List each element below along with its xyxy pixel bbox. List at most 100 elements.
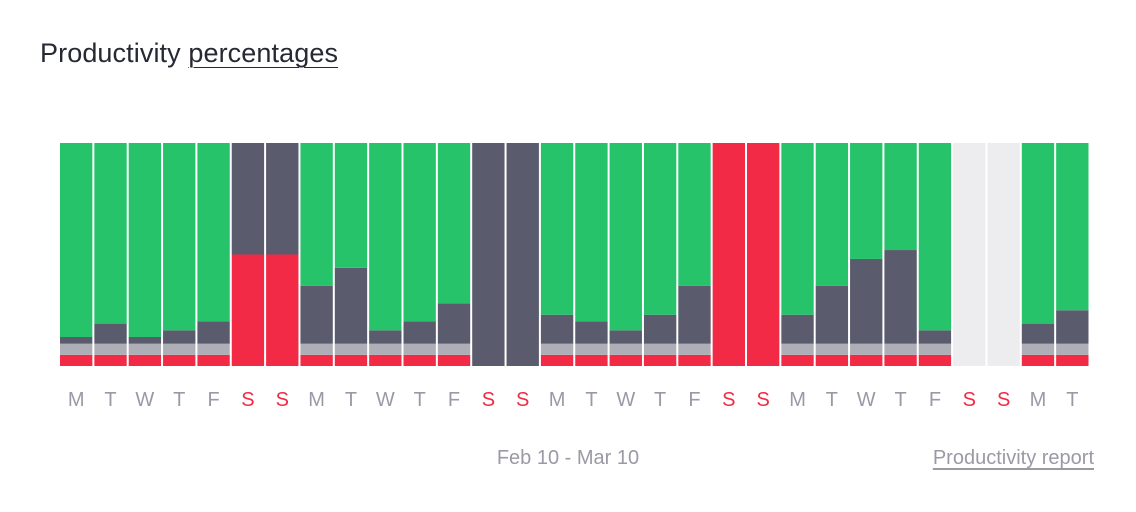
- bar-segment-unproductive: [712, 143, 745, 366]
- bar-segment-light-neutral: [334, 343, 368, 355]
- bar-segment-neutral: [850, 258, 883, 344]
- title-percentages-link[interactable]: percentages: [188, 38, 339, 68]
- day-tick-label: T: [585, 389, 597, 411]
- bar-segment-unproductive: [540, 354, 574, 366]
- bar-segment-productive: [300, 143, 333, 286]
- bar-segment-unproductive: [884, 354, 917, 366]
- bar-segment-unproductive: [128, 354, 162, 366]
- bar-segment-productive: [128, 143, 162, 338]
- bar-segment-light-neutral: [575, 343, 608, 355]
- day-tick-label: F: [929, 389, 941, 411]
- bar-segment-productive: [609, 143, 642, 331]
- day-tick-label: S: [963, 389, 976, 411]
- bar-segment-neutral: [506, 143, 539, 366]
- bar-segment-unproductive: [815, 354, 849, 366]
- bar-segment-unproductive: [403, 354, 436, 366]
- bar-segment-neutral: [1021, 323, 1055, 344]
- bar-segment-productive: [369, 143, 402, 331]
- title-prefix: Productivity: [40, 38, 181, 68]
- productivity-report-link[interactable]: Productivity report: [932, 447, 1094, 469]
- day-tick-label: M: [308, 389, 325, 411]
- bar-segment-productive: [884, 143, 917, 251]
- bar-segment-neutral: [128, 337, 162, 344]
- bar-segment-unproductive: [60, 354, 93, 366]
- day-tick-label: W: [135, 389, 154, 411]
- day-tick-label: T: [414, 389, 426, 411]
- bar-segment-productive: [437, 143, 471, 304]
- bar-segment-neutral: [334, 267, 368, 344]
- bar-segment-neutral: [884, 250, 917, 344]
- day-tick-label: F: [448, 389, 460, 411]
- bar-segment-unproductive: [781, 354, 814, 366]
- bar-segment-light-neutral: [643, 343, 677, 355]
- date-range: Feb 10 - Mar 10: [496, 447, 640, 469]
- bar-segment-productive: [815, 143, 849, 286]
- bar-segment-productive: [334, 143, 368, 268]
- bar-segment-unproductive: [1056, 354, 1089, 366]
- bar-segment-unproductive: [197, 354, 230, 366]
- chart-title: Productivity percentages: [40, 38, 338, 69]
- day-tick-label: T: [654, 389, 666, 411]
- day-tick-label: M: [1030, 389, 1047, 411]
- bar-segment-unproductive: [231, 254, 265, 366]
- day-tick-label: W: [616, 389, 635, 411]
- bar-segment-productive: [575, 143, 608, 322]
- bar-segment-light-neutral: [60, 343, 93, 355]
- bar-segment-productive: [918, 143, 952, 331]
- bar-segment-unproductive: [609, 354, 642, 366]
- bar-no-data: [953, 143, 986, 366]
- day-tick-label: S: [276, 389, 289, 411]
- bar-segment-light-neutral: [403, 343, 436, 355]
- bar-segment-light-neutral: [781, 343, 814, 355]
- bar-segment-neutral: [540, 314, 574, 344]
- bar-segment-productive: [60, 143, 93, 338]
- bar-segment-light-neutral: [678, 343, 711, 355]
- bar-segment-productive: [197, 143, 230, 322]
- day-tick-label: S: [722, 389, 735, 411]
- day-tick-label: S: [241, 389, 254, 411]
- bar-segment-productive: [678, 143, 711, 286]
- day-tick-label: S: [516, 389, 529, 411]
- bar-segment-light-neutral: [197, 343, 230, 355]
- day-tick-label: S: [482, 389, 495, 411]
- bar-segment-unproductive: [163, 354, 196, 366]
- bar-segment-light-neutral: [918, 343, 952, 355]
- bar-segment-productive: [850, 143, 883, 259]
- bar-segment-neutral: [918, 330, 952, 344]
- bar-segment-light-neutral: [163, 343, 196, 355]
- day-tick-label: T: [1066, 389, 1078, 411]
- bar-segment-unproductive: [643, 354, 677, 366]
- bar-segment-productive: [403, 143, 436, 322]
- bar-segment-neutral: [643, 314, 677, 344]
- bar-segment-neutral: [369, 330, 402, 344]
- day-tick-label: M: [549, 389, 566, 411]
- bar-segment-neutral: [575, 321, 608, 344]
- bar-segment-productive: [163, 143, 196, 331]
- bar-segment-unproductive: [850, 354, 883, 366]
- day-tick-label: F: [688, 389, 700, 411]
- bar-no-data: [987, 143, 1020, 366]
- bar-segment-neutral: [781, 314, 814, 344]
- day-tick-label: M: [789, 389, 806, 411]
- bar-segment-productive: [540, 143, 574, 315]
- bar-segment-neutral: [300, 285, 333, 344]
- day-tick-label: T: [345, 389, 357, 411]
- day-tick-label: T: [104, 389, 116, 411]
- day-tick-label: S: [757, 389, 770, 411]
- bar-segment-productive: [643, 143, 677, 315]
- day-tick-label: T: [173, 389, 185, 411]
- bar-segment-productive: [1056, 143, 1089, 311]
- bar-segment-unproductive: [747, 143, 780, 366]
- bar-segment-unproductive: [918, 354, 952, 366]
- bar-segment-neutral: [815, 285, 849, 344]
- bar-segment-neutral: [678, 285, 711, 344]
- bar-segment-light-neutral: [369, 343, 402, 355]
- bar-segment-neutral: [472, 143, 505, 366]
- bar-segment-neutral: [197, 321, 230, 344]
- bar-segment-unproductive: [94, 354, 127, 366]
- bar-segment-neutral: [266, 143, 299, 255]
- day-tick-label: W: [857, 389, 876, 411]
- bar-segment-light-neutral: [1021, 343, 1055, 355]
- bar-segment-unproductive: [678, 354, 711, 366]
- day-tick-label: T: [826, 389, 838, 411]
